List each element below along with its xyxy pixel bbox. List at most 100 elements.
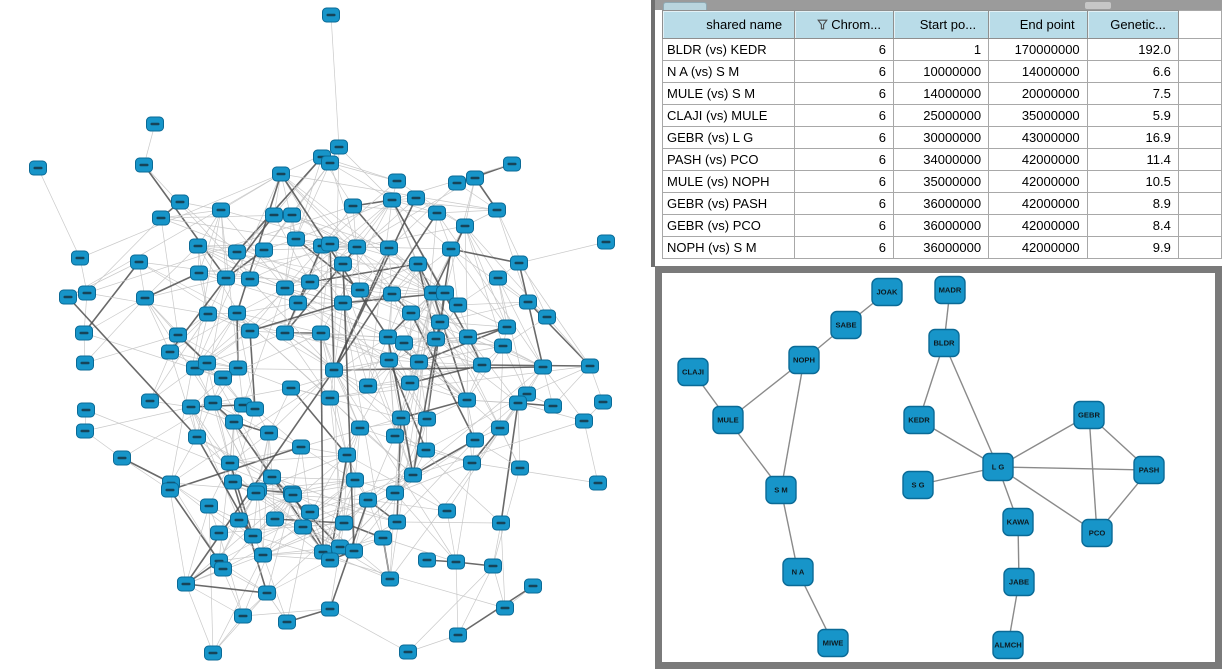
overview-node[interactable]: [71, 250, 89, 266]
table-row[interactable]: CLAJI (vs) MULE 6 25000000 35000000 5.9: [661, 104, 1222, 127]
table-row[interactable]: GEBR (vs) PASH 6 36000000 42000000 8.9: [661, 192, 1222, 215]
detail-node-jabe[interactable]: JABE: [1003, 567, 1035, 597]
overview-node[interactable]: [321, 601, 339, 617]
overview-node[interactable]: [575, 413, 593, 429]
panel-divider[interactable]: [651, 0, 655, 267]
overview-node[interactable]: [511, 460, 529, 476]
overview-node[interactable]: [404, 467, 422, 483]
overview-node[interactable]: [200, 498, 218, 514]
overview-node[interactable]: [75, 325, 93, 341]
cell-value[interactable]: 170000000: [988, 38, 1088, 61]
overview-node[interactable]: [282, 380, 300, 396]
table-row[interactable]: PASH (vs) PCO 6 34000000 42000000 11.4: [661, 148, 1222, 171]
overview-node[interactable]: [431, 314, 449, 330]
cell-value[interactable]: 10.5: [1086, 170, 1179, 193]
overview-node[interactable]: [221, 455, 239, 471]
detail-edge-LG-PASH[interactable]: [997, 466, 1150, 471]
overview-node[interactable]: [449, 627, 467, 643]
overview-node[interactable]: [312, 325, 330, 341]
cell-shared-name[interactable]: GEBR (vs) PCO: [661, 214, 796, 237]
overview-node[interactable]: [338, 447, 356, 463]
cell-value[interactable]: 1: [893, 38, 990, 61]
cell-value[interactable]: 8.4: [1086, 214, 1179, 237]
detail-node-claji[interactable]: CLAJI: [677, 357, 709, 387]
overview-node[interactable]: [230, 512, 248, 528]
overview-node[interactable]: [322, 7, 340, 23]
overview-node[interactable]: [284, 487, 302, 503]
filter-funnel-icon[interactable]: [817, 19, 829, 30]
overview-node[interactable]: [436, 285, 454, 301]
overview-node[interactable]: [484, 558, 502, 574]
overview-node[interactable]: [276, 325, 294, 341]
detail-node-madr[interactable]: MADR: [934, 275, 966, 305]
overview-node[interactable]: [78, 285, 96, 301]
overview-network-canvas[interactable]: [0, 0, 653, 669]
overview-node[interactable]: [321, 552, 339, 568]
cell-value[interactable]: 35000000: [988, 104, 1088, 127]
overview-node[interactable]: [265, 207, 283, 223]
table-scroll-thumb[interactable]: [1085, 2, 1111, 9]
detail-node-sm[interactable]: S M: [765, 475, 797, 505]
detail-node-na[interactable]: N A: [782, 557, 814, 587]
overview-node[interactable]: [325, 362, 343, 378]
overview-node[interactable]: [392, 410, 410, 426]
overview-node[interactable]: [374, 530, 392, 546]
table-row[interactable]: NOPH (vs) S M 6 36000000 42000000 9.9: [661, 236, 1222, 259]
overview-node[interactable]: [136, 290, 154, 306]
cell-value[interactable]: 25000000: [893, 104, 990, 127]
overview-node[interactable]: [229, 360, 247, 376]
overview-node[interactable]: [301, 504, 319, 520]
cell-value[interactable]: 6: [794, 214, 895, 237]
overview-node[interactable]: [428, 205, 446, 221]
cell-value[interactable]: 5.9: [1086, 104, 1179, 127]
overview-node[interactable]: [228, 305, 246, 321]
overview-node[interactable]: [380, 240, 398, 256]
detail-node-noph[interactable]: NOPH: [788, 345, 820, 375]
overview-node[interactable]: [241, 271, 259, 287]
overview-node[interactable]: [188, 429, 206, 445]
overview-node[interactable]: [278, 614, 296, 630]
cell-value[interactable]: 6.6: [1086, 60, 1179, 83]
detail-node-pash[interactable]: PASH: [1133, 455, 1165, 485]
cell-shared-name[interactable]: BLDR (vs) KEDR: [661, 38, 796, 61]
overview-node[interactable]: [348, 239, 366, 255]
overview-node[interactable]: [204, 645, 222, 661]
overview-node[interactable]: [199, 306, 217, 322]
detail-node-sg[interactable]: S G: [902, 470, 934, 500]
table-row[interactable]: GEBR (vs) L G 6 30000000 43000000 16.9: [661, 126, 1222, 149]
cell-shared-name[interactable]: N A (vs) S M: [661, 60, 796, 83]
overview-node[interactable]: [519, 294, 537, 310]
cell-value[interactable]: 6: [794, 192, 895, 215]
overview-node[interactable]: [496, 600, 514, 616]
overview-node[interactable]: [503, 156, 521, 172]
overview-node[interactable]: [359, 378, 377, 394]
overview-node[interactable]: [198, 355, 216, 371]
cell-value[interactable]: 7.5: [1086, 82, 1179, 105]
column-header-end-point[interactable]: End point: [988, 10, 1088, 39]
overview-node[interactable]: [254, 547, 272, 563]
overview-node[interactable]: [386, 485, 404, 501]
detail-node-mule[interactable]: MULE: [712, 405, 744, 435]
cell-value[interactable]: 6: [794, 236, 895, 259]
overview-node[interactable]: [29, 160, 47, 176]
overview-node[interactable]: [76, 355, 94, 371]
overview-node[interactable]: [359, 492, 377, 508]
detail-node-miwe[interactable]: MIWE: [817, 628, 849, 658]
cell-shared-name[interactable]: MULE (vs) NOPH: [661, 170, 796, 193]
overview-node[interactable]: [402, 305, 420, 321]
detail-node-kedr[interactable]: KEDR: [903, 405, 935, 435]
overview-node[interactable]: [301, 274, 319, 290]
overview-node[interactable]: [59, 289, 77, 305]
overview-node[interactable]: [418, 552, 436, 568]
column-header-shared-name[interactable]: shared name: [661, 10, 796, 39]
overview-node[interactable]: [225, 414, 243, 430]
cell-value[interactable]: 6: [794, 82, 895, 105]
overview-node[interactable]: [161, 344, 179, 360]
overview-node[interactable]: [190, 265, 208, 281]
cell-shared-name[interactable]: CLAJI (vs) MULE: [661, 104, 796, 127]
cell-value[interactable]: 35000000: [893, 170, 990, 193]
cell-value[interactable]: 42000000: [988, 192, 1088, 215]
detail-network-canvas[interactable]: JOAK SABE NOPH CLAJI MULE S M N A MIWE MADR BLDR K…: [662, 273, 1215, 662]
overview-node[interactable]: [182, 399, 200, 415]
overview-node[interactable]: [388, 173, 406, 189]
